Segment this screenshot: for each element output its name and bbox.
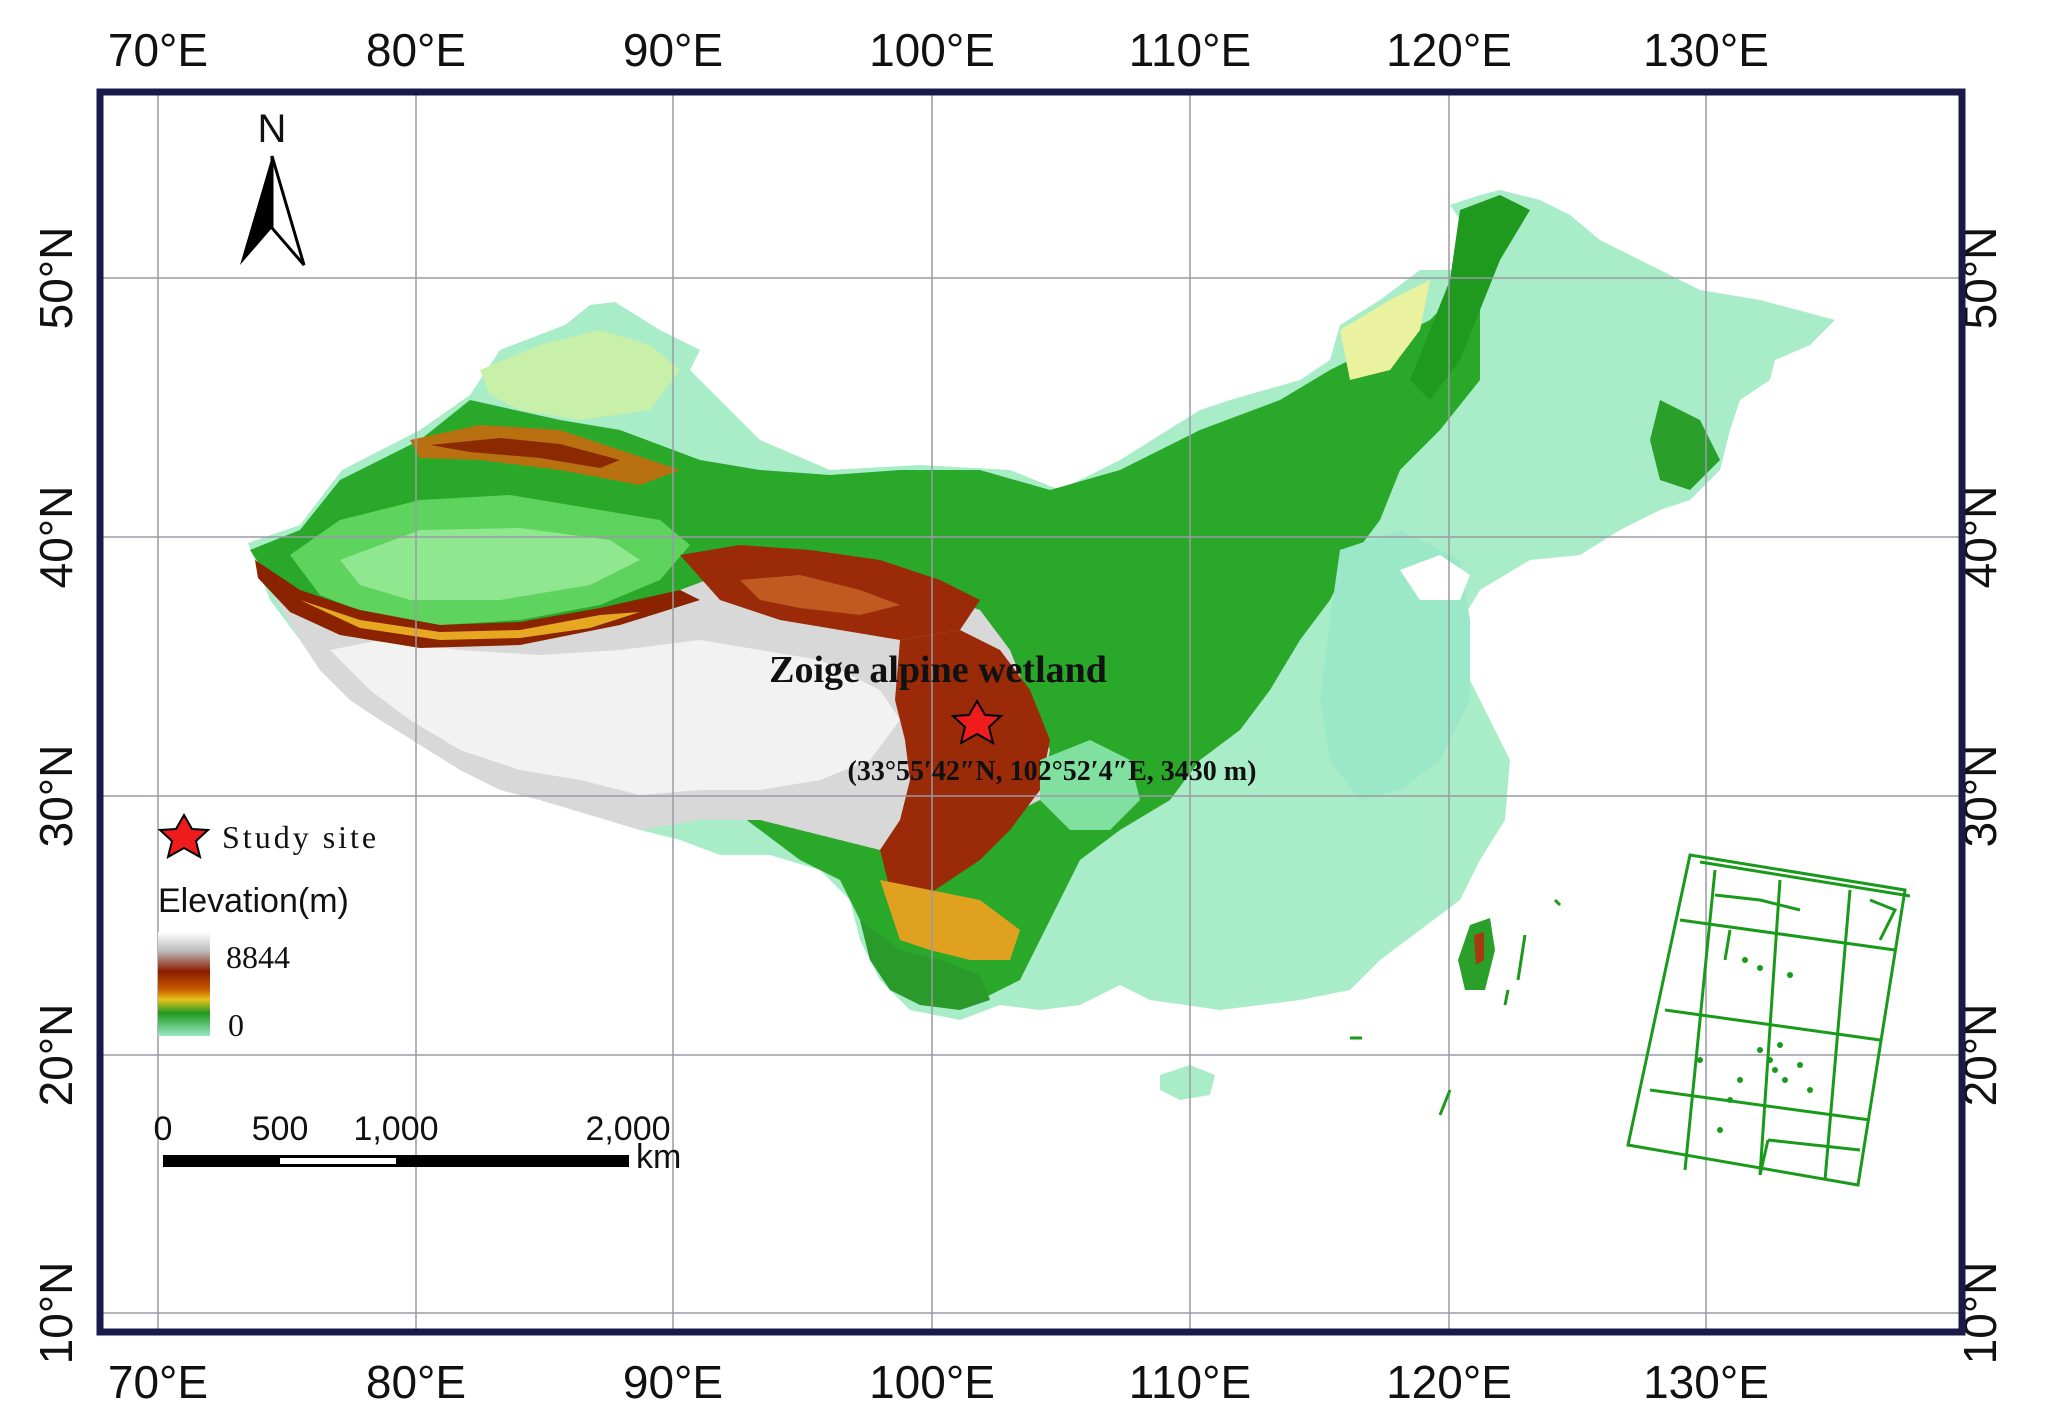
tarim-basin-center (340, 528, 640, 600)
north-label: N (258, 107, 287, 151)
island-mark (1438, 1089, 1452, 1116)
inset-line (1679, 918, 1896, 952)
inset-islands (1697, 957, 1813, 1133)
elevation-color-ramp (158, 932, 210, 1036)
lon-tick-bottom: 90°E (623, 1356, 723, 1408)
top-longitude-ticks: 70°E 80°E 90°E 100°E 110°E 120°E 130°E (108, 24, 1769, 76)
lon-tick-bottom: 110°E (1129, 1356, 1251, 1408)
lon-tick-top: 130°E (1643, 24, 1769, 76)
dzungaria (480, 330, 680, 420)
inset-frame (1626, 853, 1907, 1187)
lon-tick-bottom: 100°E (869, 1356, 995, 1408)
lat-tick-left: 40°N (30, 486, 82, 589)
site-name-label: Zoige alpine wetland (769, 649, 1107, 691)
north-arrow-right-icon (270, 155, 306, 266)
island-mark (1516, 934, 1527, 981)
inset-line (1683, 869, 1717, 1171)
study-site-star-icon (950, 698, 1004, 746)
lon-tick-top: 90°E (623, 24, 723, 76)
kunlun-orange (300, 600, 640, 640)
lon-tick-top: 120°E (1386, 24, 1512, 76)
north-arrow: N (240, 107, 306, 266)
legend-min-label: 0 (228, 1007, 244, 1043)
map-frame (96, 88, 1966, 1336)
scale-bar: 0 500 1,000 2,000 km (154, 1110, 682, 1176)
sichuan-basin (1040, 740, 1140, 830)
inset-line (1758, 879, 1782, 1176)
inset-line (1758, 1138, 1861, 1176)
graticule (100, 92, 1962, 1332)
scale-label-0: 0 (154, 1110, 173, 1148)
inset-line (1823, 889, 1852, 1181)
scale-bar-white-segment (280, 1158, 396, 1164)
yunnan-orange (880, 880, 1020, 960)
scale-label-1000: 1,000 (353, 1110, 438, 1148)
lon-tick-top: 110°E (1129, 24, 1251, 76)
inset-coast (1714, 893, 1801, 912)
left-latitude-ticks: 50°N 40°N 30°N 20°N 10°N (30, 227, 82, 1365)
site-coords-label: (33°55′42″N, 102°52′4″E, 3430 m) (848, 756, 1257, 787)
yunnan-green (860, 920, 990, 1010)
east-islands (1350, 898, 1562, 1116)
changbai (1650, 400, 1720, 490)
lat-tick-left: 30°N (30, 745, 82, 848)
northeast-plain-yellow (1340, 280, 1430, 380)
tianshan-high (430, 438, 620, 468)
scale-label-2000: 2,000 (585, 1110, 670, 1148)
inset-coast (1723, 929, 1732, 961)
inset-coast (1869, 898, 1898, 941)
greater-khingan (1410, 195, 1530, 400)
lon-tick-bottom: 120°E (1386, 1356, 1512, 1408)
lon-tick-top: 70°E (108, 24, 208, 76)
inset-line (1699, 860, 1911, 898)
lon-tick-bottom: 130°E (1643, 1356, 1769, 1408)
lon-tick-top: 100°E (869, 24, 995, 76)
study-site-marker: Zoige alpine wetland (33°55′42″N, 102°52… (769, 649, 1256, 787)
bohai-sea (1400, 555, 1470, 600)
scale-label-500: 500 (252, 1110, 309, 1148)
legend-max-label: 8844 (226, 939, 290, 975)
south-china-sea-inset (1626, 853, 1911, 1187)
north-arrow-left-icon (240, 156, 272, 265)
hengduan-mountains (880, 630, 1050, 900)
hainan-island (1160, 1065, 1215, 1100)
lon-tick-bottom: 80°E (366, 1356, 466, 1408)
bottom-longitude-ticks: 70°E 80°E 90°E 100°E 110°E 120°E 130°E (108, 1356, 1769, 1408)
inset-line (1649, 1088, 1871, 1122)
qaidam-edge (740, 575, 900, 615)
scale-unit-label: km (636, 1138, 681, 1176)
lon-tick-top: 80°E (366, 24, 466, 76)
lat-tick-left: 20°N (30, 1004, 82, 1107)
taiwan-high (1474, 932, 1484, 965)
legend-star-icon (157, 812, 211, 860)
legend-site-label: Study site (222, 819, 379, 855)
tibetan-plateau-high (330, 640, 900, 795)
lon-tick-bottom: 70°E (108, 1356, 208, 1408)
legend-elevation-title: Elevation(m) (158, 882, 349, 920)
island-mark (1553, 898, 1562, 907)
island-mark (1503, 989, 1510, 1006)
legend: Study site Elevation(m) 8844 0 (157, 812, 379, 1043)
china-elevation-map (248, 190, 1835, 1100)
lat-tick-left: 50°N (30, 227, 82, 330)
lat-tick-left: 10°N (30, 1262, 82, 1365)
